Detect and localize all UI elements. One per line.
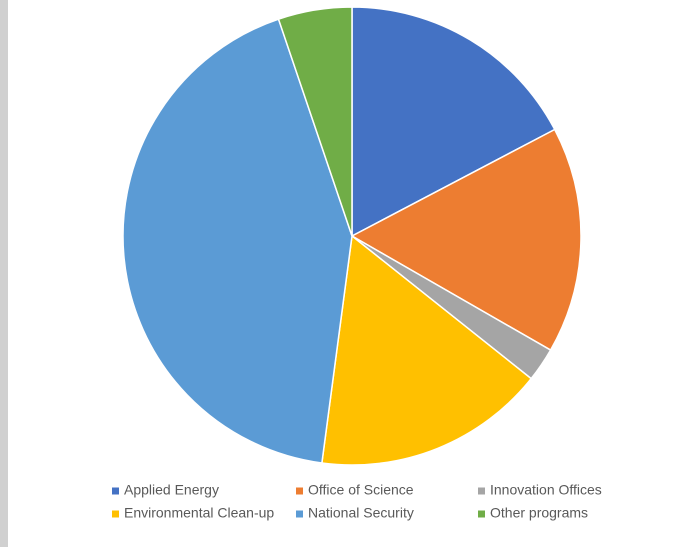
pie-slice: [350, 128, 582, 352]
legend-label: Innovation Offices: [490, 482, 602, 498]
side-bar: [0, 0, 8, 547]
legend-swatch: [478, 510, 485, 518]
legend-label: Other programs: [490, 505, 588, 521]
legend-label: Office of Science: [308, 482, 414, 498]
legend-label: Environmental Clean-up: [124, 505, 274, 521]
legend-swatch: [112, 487, 119, 495]
legend-swatch: [296, 487, 303, 495]
legend-label: Applied Energy: [124, 482, 219, 498]
legend-swatch: [112, 510, 119, 518]
pie-slice: [351, 6, 556, 238]
legend-swatch: [296, 510, 303, 518]
pie-slice: [321, 234, 533, 466]
legend-label: National Security: [308, 505, 414, 521]
pie-slice: [277, 6, 353, 237]
legend-swatch: [478, 487, 485, 495]
pie-slice: [122, 18, 353, 464]
